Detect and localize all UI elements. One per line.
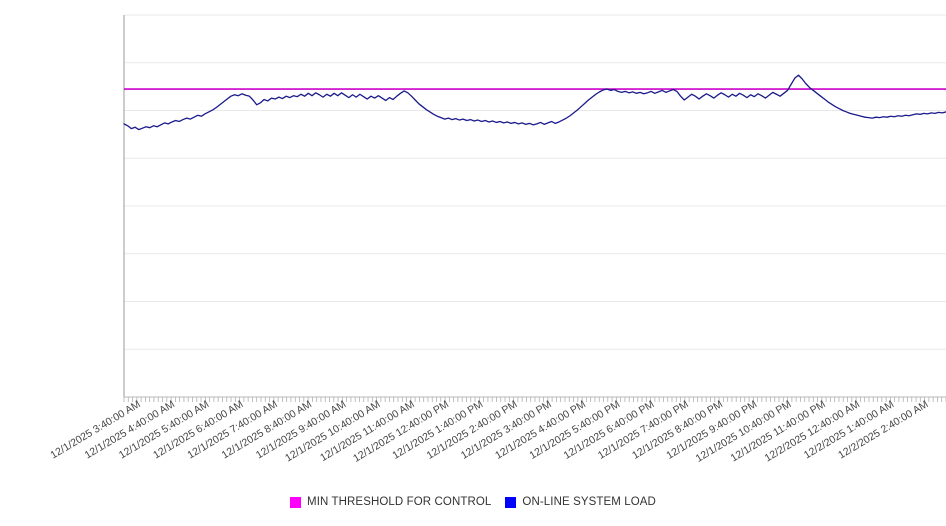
legend-label-min-threshold: MIN THRESHOLD FOR CONTROL — [307, 496, 492, 508]
legend-swatch-online-system-load — [505, 496, 517, 508]
legend-label-online-system-load: ON-LINE SYSTEM LOAD — [522, 496, 656, 508]
legend-swatch-min-threshold — [290, 496, 302, 508]
legend-item-min-threshold[interactable]: MIN THRESHOLD FOR CONTROL — [290, 496, 491, 508]
x-axis-ticks-group — [123, 397, 946, 402]
online-system-load-line — [123, 74, 946, 131]
legend-item-online-system-load[interactable]: ON-LINE SYSTEM LOAD — [505, 496, 656, 508]
chart-legend: MIN THRESHOLD FOR CONTROL ON-LINE SYSTEM… — [0, 496, 946, 508]
gridlines-group — [124, 14, 946, 398]
